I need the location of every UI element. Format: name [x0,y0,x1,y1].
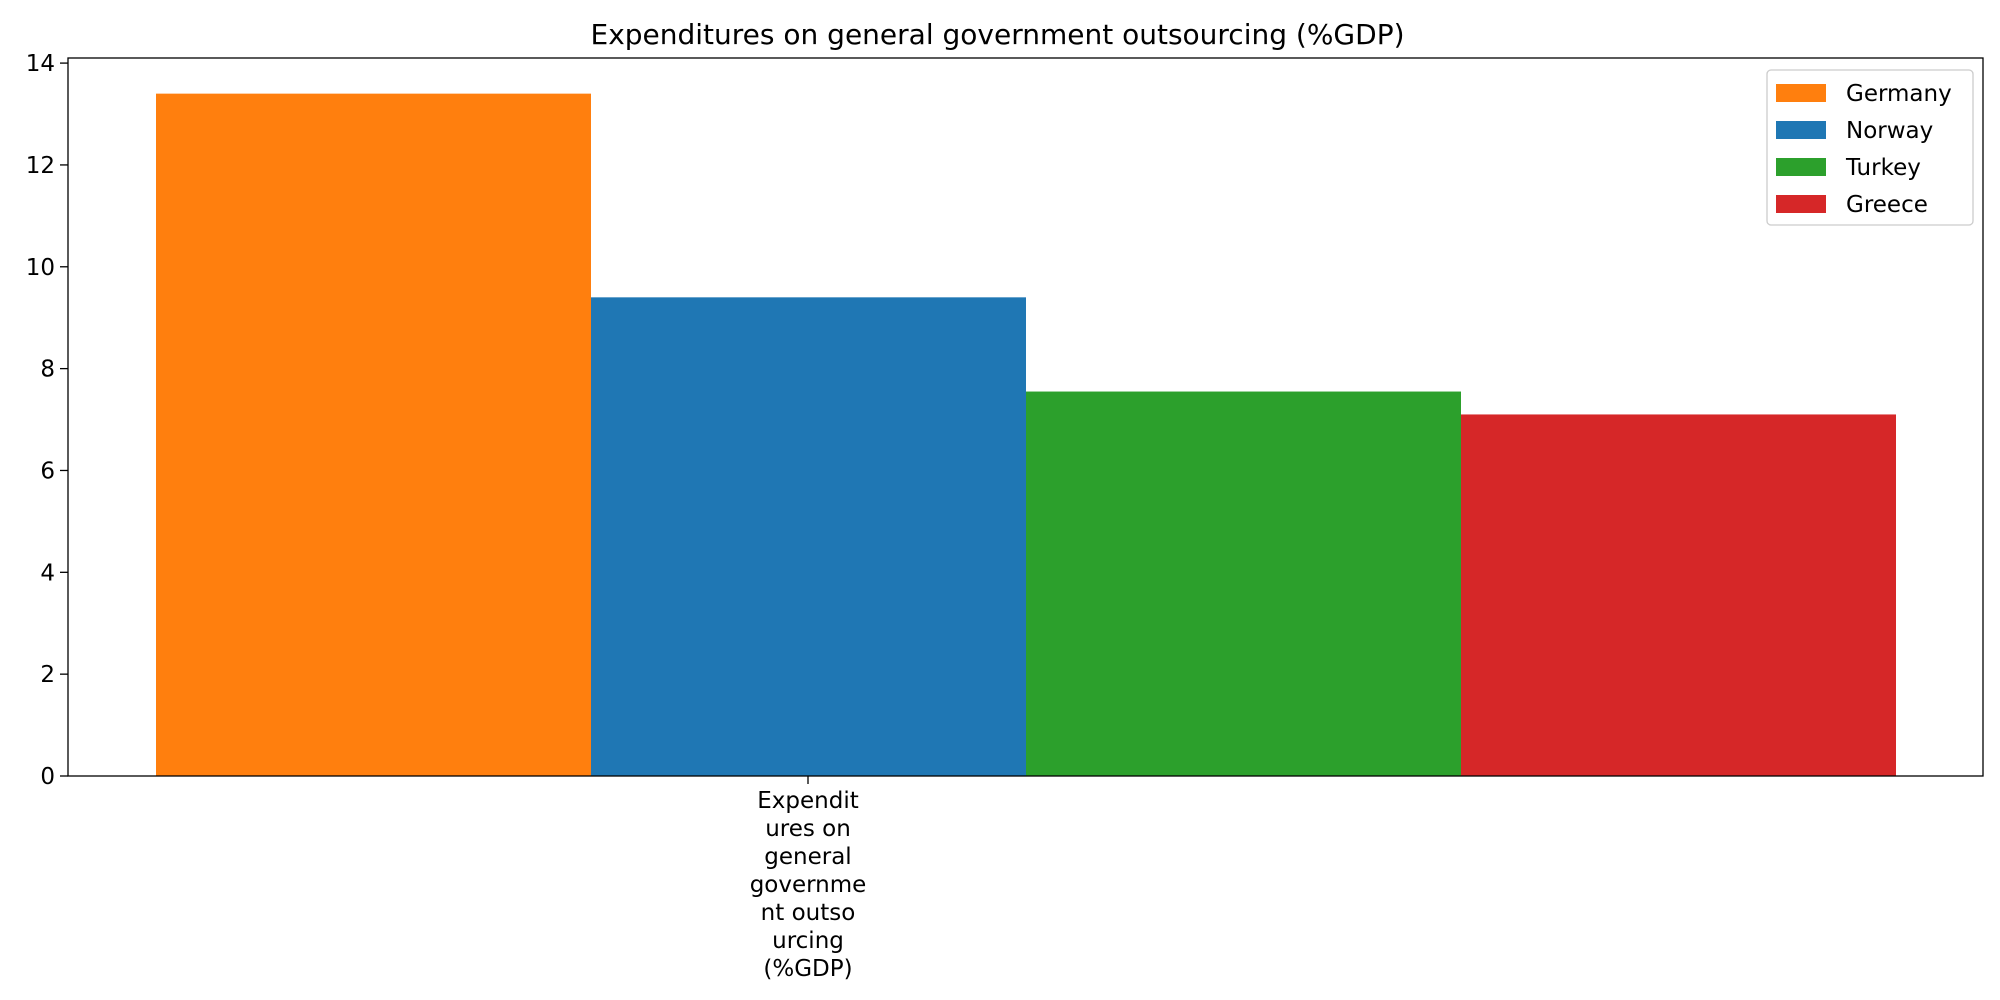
legend-label-germany: Germany [1846,81,1952,107]
x-tick-label: Expendit ures on general governme nt outso ur… [750,788,867,982]
bar-greece [1461,414,1896,776]
y-tick-label: 6 [40,458,55,484]
chart-title: Expenditures on general government outso… [590,18,1405,51]
legend: Germany Norway Turkey Greece [1766,69,1974,226]
y-axis: 0 2 4 6 8 10 12 14 [26,51,68,790]
y-tick-label: 12 [26,153,55,179]
bars-group [156,93,1896,777]
legend-label-norway: Norway [1846,118,1933,144]
plot-frame [67,57,1984,777]
y-tick-label: 10 [26,255,55,281]
y-tick-label: 4 [40,560,55,586]
legend-swatch-greece [1776,195,1826,213]
bar-norway [591,297,1026,776]
y-tick-label: 2 [40,662,55,688]
legend-box [1766,69,1974,226]
x-axis: Expendit ures on general governme nt outso ur… [750,776,867,982]
legend-label-greece: Greece [1846,192,1928,218]
legend-swatch-germany [1776,84,1826,102]
bar-turkey [1026,391,1461,776]
bar-germany [156,93,591,777]
y-tick-label: 14 [26,51,55,77]
legend-swatch-norway [1776,121,1826,139]
legend-label-turkey: Turkey [1845,155,1921,181]
y-tick-label: 8 [40,357,55,383]
y-tick-label: 0 [40,764,55,790]
legend-swatch-turkey [1776,158,1826,176]
